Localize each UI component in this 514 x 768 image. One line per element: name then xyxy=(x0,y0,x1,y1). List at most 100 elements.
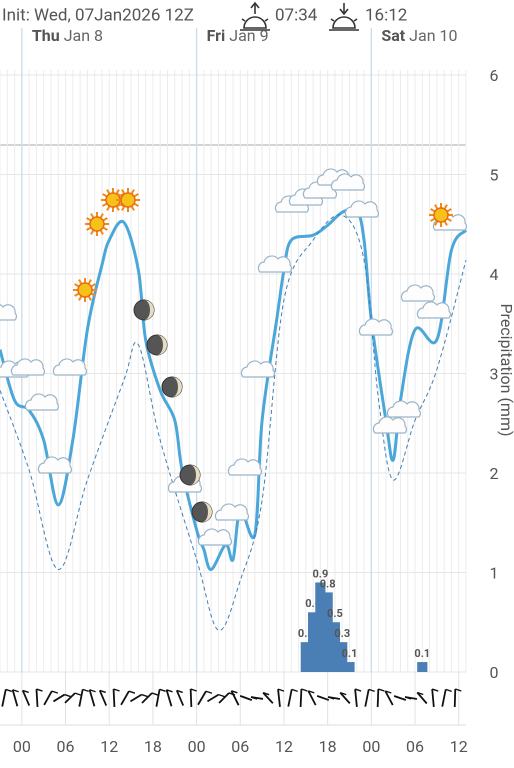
barb-flag xyxy=(455,688,462,692)
sunrise-icon xyxy=(240,1,270,31)
sun-ray xyxy=(87,295,92,301)
sun-ray xyxy=(443,220,448,226)
precip-bar xyxy=(300,642,311,672)
barb-flag xyxy=(339,691,347,696)
cloud-icon xyxy=(240,360,275,378)
wind-barb xyxy=(316,695,330,701)
barb-flag xyxy=(231,690,238,694)
sun-ray xyxy=(99,229,104,235)
cloud-shape xyxy=(197,528,232,546)
moon-lit xyxy=(202,502,212,522)
barb-shaft xyxy=(307,690,317,706)
barb-shaft xyxy=(230,690,240,706)
barb-shaft xyxy=(165,689,173,707)
precip-label: 0.3 xyxy=(334,627,350,640)
cloud-icon xyxy=(52,358,87,376)
sun-disc xyxy=(77,282,93,298)
cloud-shape xyxy=(416,301,451,319)
barb-flag xyxy=(291,688,298,693)
sun-ray xyxy=(434,220,439,226)
sun-disc xyxy=(120,192,136,208)
barb-flag xyxy=(262,692,270,696)
wind-barb xyxy=(175,689,185,706)
barb-shaft xyxy=(43,690,53,706)
barb-flag xyxy=(239,695,247,699)
wind-barb xyxy=(441,688,452,707)
cloud-shape xyxy=(257,255,292,273)
moon-icon xyxy=(133,299,155,321)
barb-shaft xyxy=(1,689,7,707)
day-date: Jan 10 xyxy=(409,26,457,45)
barb-shaft xyxy=(189,688,193,708)
wind-barb xyxy=(64,692,82,704)
sun-ray xyxy=(90,292,96,297)
day-date: Jan 8 xyxy=(64,26,103,45)
sun-ray xyxy=(86,226,92,231)
barb-flag xyxy=(218,693,225,698)
y-tick-label: 5 xyxy=(490,166,499,185)
barb-flag xyxy=(51,690,59,694)
cloud-shape xyxy=(37,456,72,474)
wind-barb xyxy=(197,690,213,706)
barb-flag xyxy=(166,689,173,693)
sun-disc xyxy=(89,216,105,232)
cloud-shape xyxy=(214,503,249,521)
sun-ray xyxy=(90,229,95,235)
cloud-shape xyxy=(358,318,393,336)
wind-barb xyxy=(250,696,264,700)
day-name: Sat xyxy=(381,26,405,45)
cloud-icon xyxy=(386,400,421,418)
moon-lit xyxy=(157,335,167,355)
barb-shaft xyxy=(141,692,153,704)
day-name: Fri xyxy=(207,26,226,45)
y-tick-label: 1 xyxy=(490,564,499,583)
barb-flag xyxy=(151,692,159,696)
wind-barb xyxy=(287,688,298,707)
barb-shaft xyxy=(88,689,96,707)
day-label: Fri Jan 9 xyxy=(207,26,269,45)
sun-icon xyxy=(429,203,453,227)
y-axis-label: Precipitation (mm) xyxy=(497,303,514,436)
cloud-icon xyxy=(227,458,262,476)
wind-barb xyxy=(376,688,385,708)
sun-ray xyxy=(90,283,96,288)
cloud-icon xyxy=(37,456,72,474)
dashed-line xyxy=(0,214,467,631)
barb-flag xyxy=(431,688,439,692)
sun-ray xyxy=(102,217,108,222)
sun-ray xyxy=(99,213,104,219)
barb-shaft xyxy=(364,689,370,707)
sun-icon xyxy=(116,188,140,212)
sun-ray xyxy=(130,189,135,195)
sun-disc xyxy=(433,207,449,223)
wind-barb xyxy=(88,689,96,707)
barb-flag xyxy=(82,688,89,693)
sun-ray xyxy=(102,193,108,198)
wind-barb xyxy=(239,695,253,701)
cloud-shape xyxy=(52,358,87,376)
barb-shaft xyxy=(98,690,108,706)
barb-flag xyxy=(250,696,258,700)
barb-shaft xyxy=(277,689,281,707)
wind-barb xyxy=(155,688,166,707)
temperature-line xyxy=(0,206,468,571)
sun-ray xyxy=(78,279,83,285)
cloud-icon xyxy=(358,318,393,336)
y-tick-label: 3 xyxy=(490,365,499,384)
barb-flag xyxy=(404,696,412,700)
precip-bar xyxy=(329,622,341,672)
wind-barb xyxy=(327,696,341,700)
cloud-icon xyxy=(10,358,45,376)
precip-bar xyxy=(337,642,348,672)
wind-barb xyxy=(354,688,362,707)
cloud-shape xyxy=(10,358,45,376)
barb-shaft xyxy=(384,690,394,706)
cloud-shape xyxy=(0,304,17,321)
precip-label: 0.1 xyxy=(414,647,430,660)
wind-barb xyxy=(431,688,439,707)
x-tick-label: 06 xyxy=(57,737,75,756)
x-tick-label: 18 xyxy=(319,737,337,756)
moon-lit xyxy=(144,300,154,320)
sun-ray xyxy=(446,217,452,222)
cloud-icon xyxy=(330,173,365,191)
